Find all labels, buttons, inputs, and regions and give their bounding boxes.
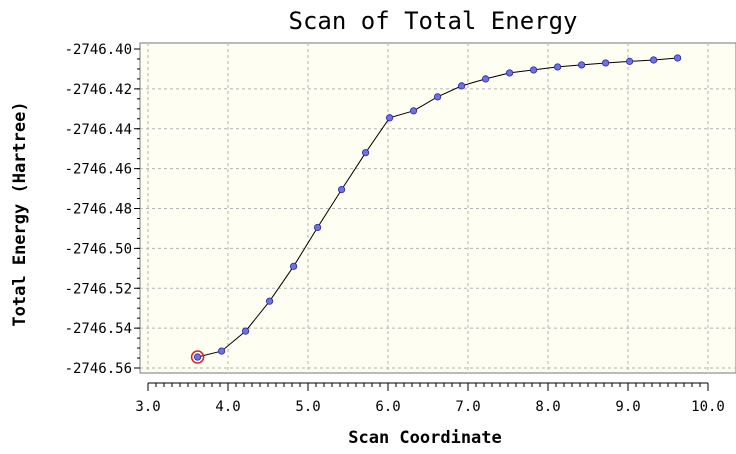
y-tick-label: -2746.50: [65, 241, 132, 257]
data-point: [361, 149, 370, 157]
data-point: [601, 59, 610, 67]
y-tick-label: -2746.56: [65, 361, 132, 377]
y-tick-label: -2746.54: [65, 321, 132, 337]
x-tick-label: 5.0: [295, 399, 320, 415]
data-point: [577, 61, 586, 69]
data-point: [218, 347, 226, 355]
x-tick-label: 3.0: [135, 399, 160, 415]
data-point: [265, 297, 274, 305]
data-point: [337, 185, 346, 194]
x-tick-label: 6.0: [375, 399, 400, 415]
x-tick-label: 4.0: [215, 399, 240, 415]
x-tick-label: 10.0: [691, 399, 725, 415]
x-tick-label: 7.0: [455, 399, 480, 415]
chart-title: Scan of Total Energy: [289, 7, 578, 35]
y-tick-label: -2746.40: [65, 42, 132, 58]
y-tick-label: -2746.48: [65, 202, 132, 218]
grid-lines: [140, 43, 736, 373]
data-point: [409, 107, 418, 115]
y-tick-label: -2746.42: [65, 82, 132, 98]
x-axis-title: Scan Coordinate: [348, 428, 502, 448]
x-tick-label: 9.0: [615, 399, 640, 415]
data-point: [649, 56, 658, 64]
highlighted-point-ring: [190, 350, 205, 364]
data-point: [433, 93, 442, 101]
data-point: [529, 66, 538, 74]
y-tick-label: -2746.46: [65, 162, 132, 178]
x-tick-label: 8.0: [535, 399, 560, 415]
data-series: [190, 54, 682, 364]
y-tick-label: -2746.44: [65, 122, 132, 138]
y-axis-title: Total Energy (Hartree): [10, 101, 30, 326]
y-tick-label: -2746.52: [65, 281, 132, 297]
axes: [134, 48, 709, 391]
data-point: [313, 223, 322, 232]
data-point: [194, 353, 202, 361]
data-point: [673, 54, 682, 62]
data-point: [625, 57, 634, 65]
data-point: [289, 262, 298, 270]
tick-labels: -2746.40 -2746.42 -2746.44 -2746.46 -2746.48…: [65, 42, 725, 415]
data-point: [505, 69, 514, 77]
data-point: [385, 114, 394, 122]
data-point: [481, 75, 490, 83]
data-point: [457, 82, 466, 90]
data-point: [242, 327, 250, 335]
data-point: [553, 63, 562, 71]
